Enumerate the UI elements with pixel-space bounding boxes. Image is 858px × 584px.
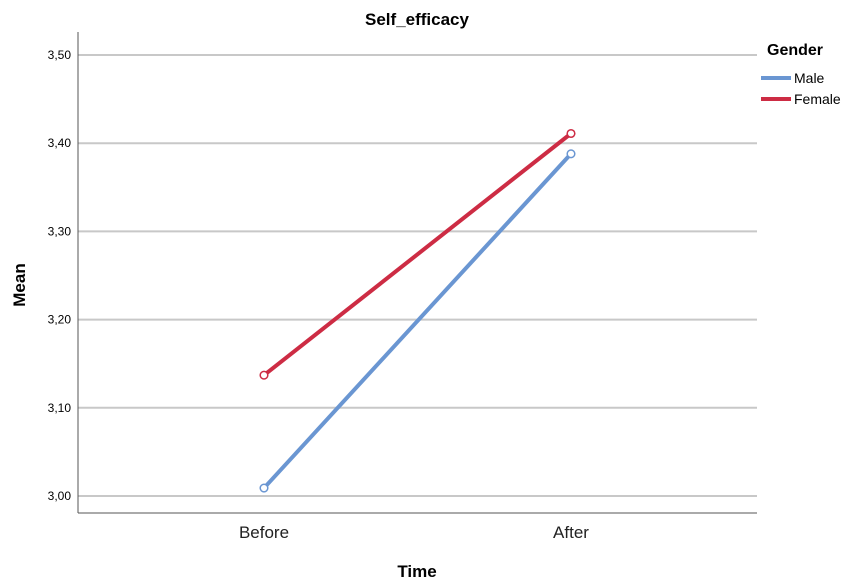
x-tick-label: After [553, 523, 589, 542]
legend-title: Gender [767, 42, 823, 59]
y-tick-label: 3,10 [48, 401, 72, 415]
y-tick-label: 3,20 [48, 313, 72, 327]
data-point-female-after [566, 128, 576, 139]
y-axis-title: Mean [10, 263, 29, 306]
data-point-female-before [259, 370, 269, 380]
legend-label-female: Female [794, 91, 841, 107]
x-tick-labels: Before After [239, 523, 589, 542]
y-tick-label: 3,40 [48, 136, 72, 150]
legend: Gender Male Female [761, 42, 841, 107]
legend-label-male: Male [794, 70, 825, 86]
x-tick-label: Before [239, 523, 289, 542]
series-line-male [262, 151, 573, 491]
y-tick-label: 3,30 [48, 224, 72, 238]
y-tick-labels: 3,00 3,10 3,20 3,30 3,40 3,50 [48, 48, 72, 503]
y-tick-label: 3,00 [48, 489, 72, 503]
data-point-male-after [566, 149, 576, 159]
chart-title: Self_efficacy [365, 10, 469, 29]
y-tick-label: 3,50 [48, 48, 72, 62]
grid-lines [78, 54, 757, 497]
data-point-male-before [259, 483, 269, 493]
plot-frame [77, 32, 757, 514]
series-lines [259, 128, 576, 493]
x-axis-title: Time [397, 562, 436, 581]
series-line-female [262, 131, 573, 378]
